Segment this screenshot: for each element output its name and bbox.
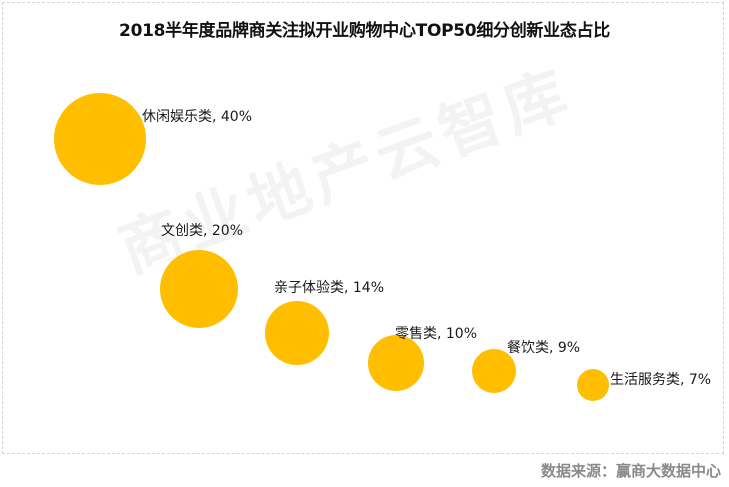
bubble-leisure [54,93,146,185]
bubble-parent-child [265,301,329,365]
data-source: 数据来源：赢商大数据中心 [540,462,721,480]
chart-frame [2,2,724,454]
chart-title: 2018半年度品牌商关注拟开业购物中心TOP50细分创新业态占比 [119,21,610,41]
bubble-retail [368,335,424,391]
label-dining: 餐饮类, 9% [507,340,581,356]
bubble-life-services [577,369,609,401]
label-parent-child: 亲子体验类, 14% [274,280,385,296]
label-leisure: 休闲娱乐类, 40% [142,109,253,125]
bubble-dining [472,349,516,393]
label-life-services: 生活服务类, 7% [610,372,712,388]
bubble-cultural [160,250,238,328]
label-cultural: 文创类, 20% [161,223,244,239]
label-retail: 零售类, 10% [395,326,478,342]
